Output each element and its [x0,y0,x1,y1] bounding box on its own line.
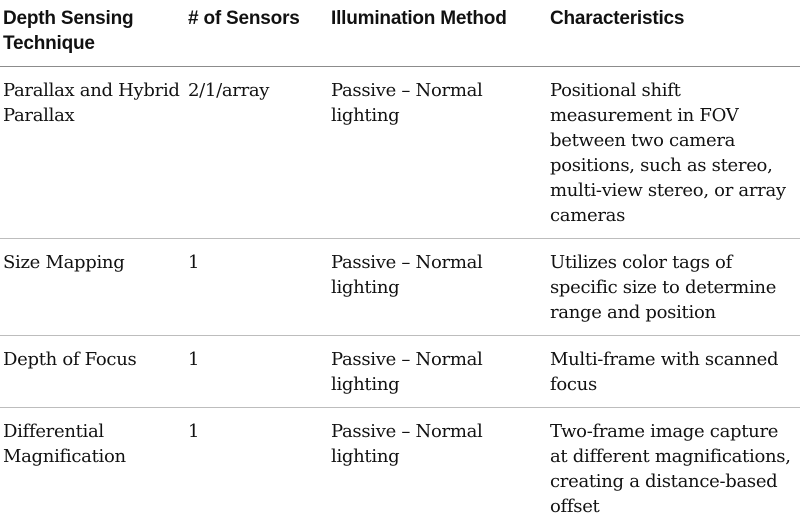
cell-characteristics: Positional shift measurement in FOV betw… [546,67,800,239]
cell-illumination: Passive – Normal lighting [327,408,546,529]
header-sensors: # of Sensors [184,0,327,67]
cell-sensors: 1 [184,336,327,408]
cell-sensors: 2/1/array [184,67,327,239]
table-row: Differential Magnification 1 Passive – N… [0,408,800,529]
table-row: Size Mapping 1 Passive – Normal lighting… [0,239,800,336]
header-illumination: Illumination Method [327,0,546,67]
table-row: Parallax and Hybrid Parallax 2/1/array P… [0,67,800,239]
table-header: Depth Sensing Technique # of Sensors Ill… [0,0,800,67]
cell-sensors: 1 [184,239,327,336]
cell-illumination: Passive – Normal lighting [327,336,546,408]
cell-technique: Depth of Focus [0,336,184,408]
cell-characteristics: Utilizes color tags of specific size to … [546,239,800,336]
table-body: Parallax and Hybrid Parallax 2/1/array P… [0,67,800,529]
table-row: Depth of Focus 1 Passive – Normal lighti… [0,336,800,408]
cell-technique: Size Mapping [0,239,184,336]
header-characteristics: Characteristics [546,0,800,67]
cell-characteristics: Multi-frame with scanned focus [546,336,800,408]
header-technique: Depth Sensing Technique [0,0,184,67]
cell-characteristics: Two-frame image capture at different mag… [546,408,800,529]
cell-technique: Parallax and Hybrid Parallax [0,67,184,239]
header-row: Depth Sensing Technique # of Sensors Ill… [0,0,800,67]
cell-illumination: Passive – Normal lighting [327,67,546,239]
cell-illumination: Passive – Normal lighting [327,239,546,336]
cell-sensors: 1 [184,408,327,529]
cell-technique: Differential Magnification [0,408,184,529]
